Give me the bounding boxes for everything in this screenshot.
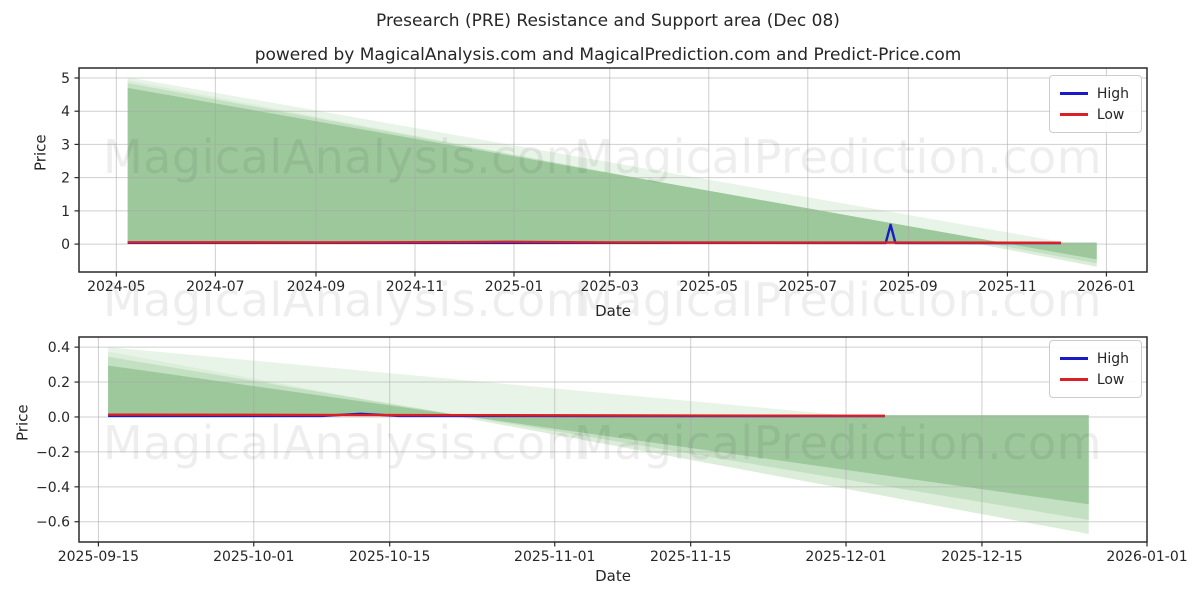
y-tick-label: 4 bbox=[61, 104, 70, 120]
x-tick-label: 2025-11 bbox=[978, 279, 1037, 295]
legend-item-high: High bbox=[1059, 83, 1129, 104]
x-tick-label: 2025-07 bbox=[779, 279, 838, 295]
y-axis-label: Price bbox=[13, 404, 32, 441]
support-area-mid bbox=[108, 356, 1089, 520]
x-tick-label: 2024-11 bbox=[386, 279, 445, 295]
legend-label: High bbox=[1096, 85, 1129, 102]
y-tick-label: −0.2 bbox=[36, 445, 70, 461]
x-tick-label: 2024-05 bbox=[87, 279, 146, 295]
y-tick-label: 0.2 bbox=[48, 375, 70, 391]
x-axis-label: Date bbox=[595, 567, 631, 585]
x-tick-label: 2024-09 bbox=[287, 279, 346, 295]
legend-label: Low bbox=[1096, 371, 1125, 388]
x-tick-label: 2025-10-01 bbox=[213, 549, 294, 565]
y-tick-label: 3 bbox=[61, 137, 70, 153]
y-tick-label: 0 bbox=[61, 237, 70, 253]
x-tick-label: 2025-03 bbox=[581, 279, 640, 295]
y-tick-label: −0.6 bbox=[36, 515, 70, 531]
x-tick-label: 2025-10-15 bbox=[349, 549, 430, 565]
x-tick-label: 2026-01 bbox=[1077, 279, 1136, 295]
chart-recent-zoom-forecast: 2025-09-15 2025-10-01 2025-10-15 2025-11-01… bbox=[36, 336, 1188, 565]
x-tick-label: 2025-12-01 bbox=[805, 549, 886, 565]
y-tick-label: 0.4 bbox=[48, 340, 70, 356]
low-line-swatch bbox=[1059, 378, 1088, 381]
figure-title: Presearch (PRE) Resistance and Support a… bbox=[376, 11, 840, 31]
x-tick-label: 2025-05 bbox=[680, 279, 739, 295]
series-line-low bbox=[108, 413, 885, 417]
legend-item-low: Low bbox=[1059, 104, 1129, 125]
legend: High Low bbox=[1048, 340, 1142, 398]
support-area-core bbox=[108, 365, 1089, 505]
y-axis-label: Price bbox=[31, 134, 50, 171]
y-tick-label: 2 bbox=[61, 171, 70, 187]
x-tick-label: 2025-12-15 bbox=[941, 549, 1022, 565]
axes-spines bbox=[78, 67, 1148, 273]
legend-item-low: Low bbox=[1059, 369, 1129, 390]
chart-full-history-forecast: 2024-05 2024-07 2024-09 2024-11 2025-01 2025-… bbox=[61, 67, 1148, 295]
x-tick-label: 2024-07 bbox=[186, 279, 245, 295]
figure-subtitle: powered by MagicalAnalysis.com and Magic… bbox=[254, 45, 962, 65]
support-area-light bbox=[108, 351, 1089, 534]
resistance-area-core bbox=[127, 87, 1097, 260]
y-tick-label: 1 bbox=[61, 204, 70, 220]
series-line-low bbox=[127, 240, 1062, 245]
legend: High Low bbox=[1048, 75, 1142, 133]
x-tick-label: 2025-11-01 bbox=[514, 549, 595, 565]
x-tick-label: 2026-01-01 bbox=[1106, 549, 1187, 565]
x-tick-label: 2025-09 bbox=[879, 279, 938, 295]
y-tick-label: 0.0 bbox=[48, 410, 70, 426]
y-tick-label: −0.4 bbox=[36, 480, 70, 496]
x-tick-label: 2025-09-15 bbox=[58, 549, 139, 565]
legend-label: High bbox=[1096, 350, 1129, 367]
legend-label: Low bbox=[1096, 106, 1125, 123]
low-line-swatch bbox=[1059, 113, 1088, 116]
high-line-swatch bbox=[1059, 92, 1088, 95]
axes-spines bbox=[78, 336, 1148, 543]
high-line-swatch bbox=[1059, 357, 1088, 360]
y-tick-label: 5 bbox=[61, 71, 70, 87]
x-tick-label: 2025-11-15 bbox=[650, 549, 731, 565]
x-tick-label: 2025-01 bbox=[485, 279, 544, 295]
legend-item-high: High bbox=[1059, 348, 1129, 369]
x-axis-label: Date bbox=[595, 302, 631, 320]
